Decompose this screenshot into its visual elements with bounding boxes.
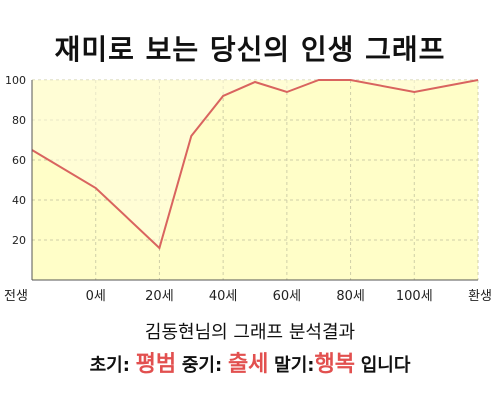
y-tick-label: 60 [12,154,26,167]
y-tick-label: 20 [12,234,26,247]
x-tick-label: 40세 [209,289,238,304]
late-value: 행복 [314,352,355,377]
page-title: 재미로 보는 당신의 인생 그래프 [54,33,446,66]
late-label: 말기: [274,355,315,376]
mid-value: 출세 [227,352,269,377]
result-ending: 입니다 [360,355,411,376]
x-tick-label: 전생 [4,289,28,304]
y-tick-label: 80 [12,114,26,127]
x-tick-label: 100세 [396,289,433,304]
mid-label: 중기: [181,355,223,376]
analysis-subtitle: 김동현님의 그래프 분석결과 [144,322,356,343]
y-tick-label: 40 [12,194,26,207]
x-tick-label: 60세 [273,289,302,304]
early-label: 초기: [89,355,130,376]
series-area [32,80,478,248]
early-value: 평범 [135,352,177,377]
series-line [31,79,479,250]
x-axis: 전생 0세 20세 40세 60세 80세 100세 환생 [4,289,492,304]
analysis-result: 초기: 평범 중기: 출세 말기:행복 입니다 [0,346,500,378]
y-axis: 20 40 60 80 100 [5,74,26,247]
x-tick-label: 80세 [336,289,365,304]
x-tick-label: 20세 [145,289,174,304]
x-tick-label: 환생 [468,289,492,304]
y-tick-label: 100 [5,74,26,87]
x-tick-label: 0세 [86,289,106,304]
